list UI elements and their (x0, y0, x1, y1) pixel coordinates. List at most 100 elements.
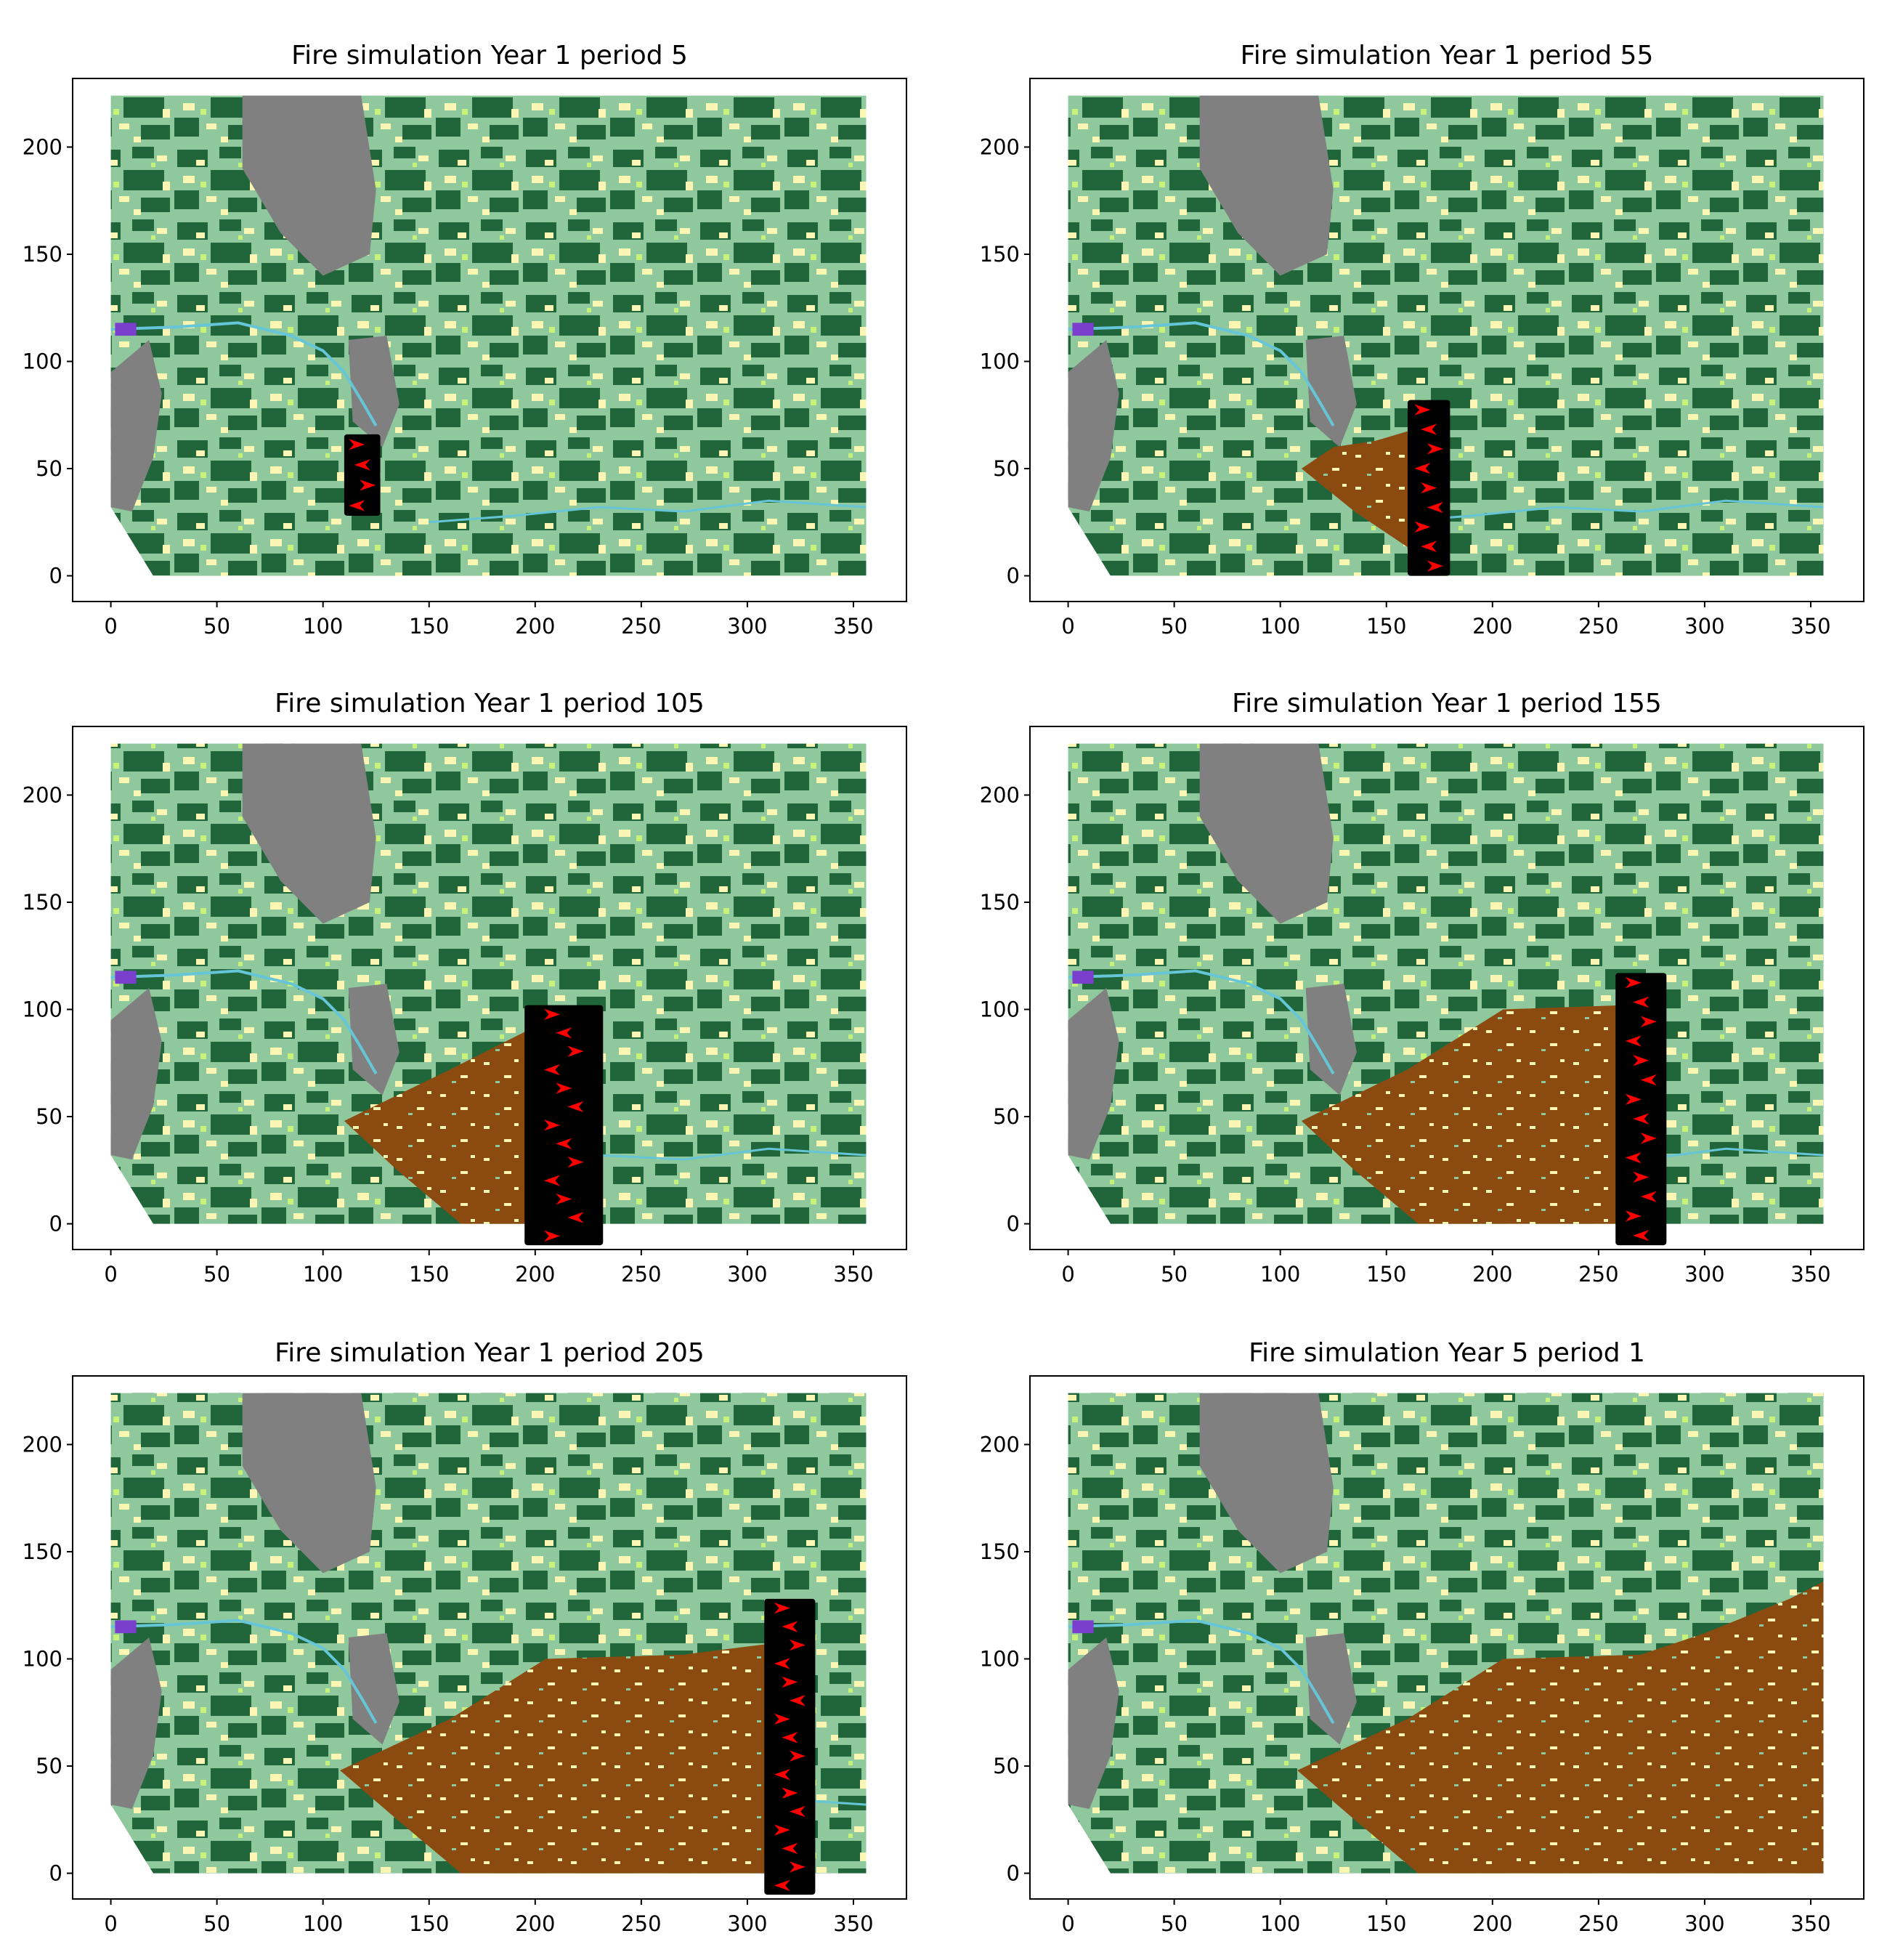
fire-arrow (1421, 424, 1437, 435)
x-tick-label: 0 (104, 1262, 117, 1287)
rock-area-west (110, 1637, 162, 1810)
x-tick-label: 250 (1578, 614, 1618, 639)
y-tick-label: 200 (23, 134, 62, 159)
y-tick-label: 50 (36, 456, 62, 481)
chart-panel-4: 0 50 100 150 200 250 300 350 0 50 100 150 200 Fire si… (980, 689, 1865, 1287)
y-tick-label: 50 (36, 1754, 62, 1778)
burned-area (1297, 1582, 1824, 1874)
x-tick-label: 250 (1578, 1262, 1618, 1287)
burned-area (1301, 429, 1412, 551)
y-tick-label: 150 (980, 242, 1020, 267)
fire-arrow (774, 1713, 790, 1725)
y-tick-label: 200 (980, 134, 1020, 159)
x-tick-label: 200 (1472, 1262, 1512, 1287)
fire-arrow (544, 1008, 561, 1021)
rock-area-west (1068, 340, 1119, 512)
fire-arrow (774, 1602, 790, 1614)
fire-front (1615, 973, 1667, 1246)
water-patch (115, 971, 137, 984)
x-tick-label: 150 (409, 1262, 449, 1287)
x-tick-label: 250 (1578, 1911, 1618, 1936)
fire-arrow (789, 1639, 806, 1651)
y-tick-label: 100 (23, 349, 62, 374)
fire-arrow (789, 1750, 806, 1762)
x-tick-label: 100 (1260, 614, 1300, 639)
fire-arrow (1633, 1230, 1650, 1242)
y-tick-label: 200 (980, 782, 1020, 807)
water-patch (1072, 1620, 1094, 1634)
river-line (110, 321, 378, 427)
river-line (1068, 321, 1335, 427)
x-tick-label: 150 (1366, 1262, 1406, 1287)
x-tick-label: 300 (727, 1911, 767, 1936)
fire-arrow (789, 1695, 806, 1706)
x-tick-label: 0 (1061, 1262, 1074, 1287)
fire-arrow (556, 1027, 572, 1039)
axes-frame (1029, 726, 1865, 1250)
x-tick-label: 200 (515, 1911, 555, 1936)
x-tick-label: 300 (1684, 1262, 1724, 1287)
fire-arrow (1640, 1133, 1657, 1144)
y-tick-label: 50 (993, 456, 1020, 481)
x-tick-label: 100 (303, 1911, 343, 1936)
fire-arrow (1421, 540, 1437, 552)
x-tick-label: 50 (203, 614, 230, 639)
fire-arrow (1414, 521, 1431, 533)
chart-panel-1: 0 50 100 150 200 250 300 350 0 50 100 150 200 Fire si… (23, 41, 907, 639)
river-line (110, 969, 378, 1075)
y-tick-label: 150 (23, 242, 62, 267)
rock-area-central (348, 1633, 399, 1745)
fire-arrow (782, 1732, 798, 1744)
x-tick-label: 50 (1161, 614, 1188, 639)
fire-arrow (774, 1879, 790, 1892)
fire-arrow (354, 459, 370, 471)
x-tick-label: 300 (727, 614, 767, 639)
x-tick-label: 250 (621, 1911, 661, 1936)
y-tick-label: 100 (980, 997, 1020, 1022)
y-tick-label: 200 (980, 1432, 1020, 1457)
fire-arrow (567, 1156, 584, 1168)
panel-title: Fire simulation Year 1 period 205 (275, 1338, 705, 1368)
x-tick-label: 150 (409, 614, 449, 639)
x-tick-label: 0 (1061, 1911, 1074, 1936)
axes-frame (72, 1375, 907, 1900)
fire-arrow (782, 1842, 798, 1855)
fire-arrow (1625, 977, 1642, 989)
rock-area-central (1305, 1633, 1357, 1745)
x-tick-label: 300 (727, 1262, 767, 1287)
rock-area-west (1068, 1637, 1119, 1810)
fire-arrow (1414, 404, 1431, 416)
x-tick-label: 0 (1061, 614, 1074, 639)
fire-arrow (544, 1175, 561, 1186)
y-tick-label: 0 (1007, 1212, 1020, 1236)
y-tick-label: 200 (23, 782, 62, 807)
x-tick-label: 150 (1366, 614, 1406, 639)
y-tick-label: 100 (23, 1647, 62, 1672)
river-line (110, 1619, 378, 1725)
fire-arrow (782, 1621, 798, 1632)
rock-area-central (348, 984, 399, 1096)
x-tick-label: 100 (1260, 1911, 1300, 1936)
rock-area-central (1305, 984, 1357, 1096)
axes-frame (72, 78, 907, 602)
rock-area-west (110, 340, 162, 512)
rock-area-west (110, 988, 162, 1160)
fire-arrow (349, 500, 365, 511)
fire-arrow (360, 479, 376, 491)
fire-arrow (782, 1787, 798, 1799)
y-tick-label: 0 (49, 1861, 62, 1886)
y-tick-label: 100 (23, 997, 62, 1022)
x-tick-label: 50 (1161, 1911, 1188, 1936)
chart-panel-2: 0 50 100 150 200 250 300 350 0 50 100 150 200 Fire si… (980, 41, 1865, 639)
fire-arrow (556, 1193, 572, 1205)
y-tick-label: 0 (1007, 1861, 1020, 1886)
x-tick-label: 300 (1684, 614, 1724, 639)
rock-area-north (242, 95, 376, 276)
panel-title: Fire simulation Year 1 period 55 (1241, 41, 1654, 70)
x-tick-label: 50 (1161, 1262, 1188, 1287)
fire-arrow (567, 1101, 584, 1113)
burned-area (340, 1641, 786, 1874)
y-tick-label: 150 (23, 890, 62, 915)
panel-title: Fire simulation Year 1 period 155 (1232, 689, 1662, 718)
x-tick-label: 350 (1790, 1262, 1830, 1287)
